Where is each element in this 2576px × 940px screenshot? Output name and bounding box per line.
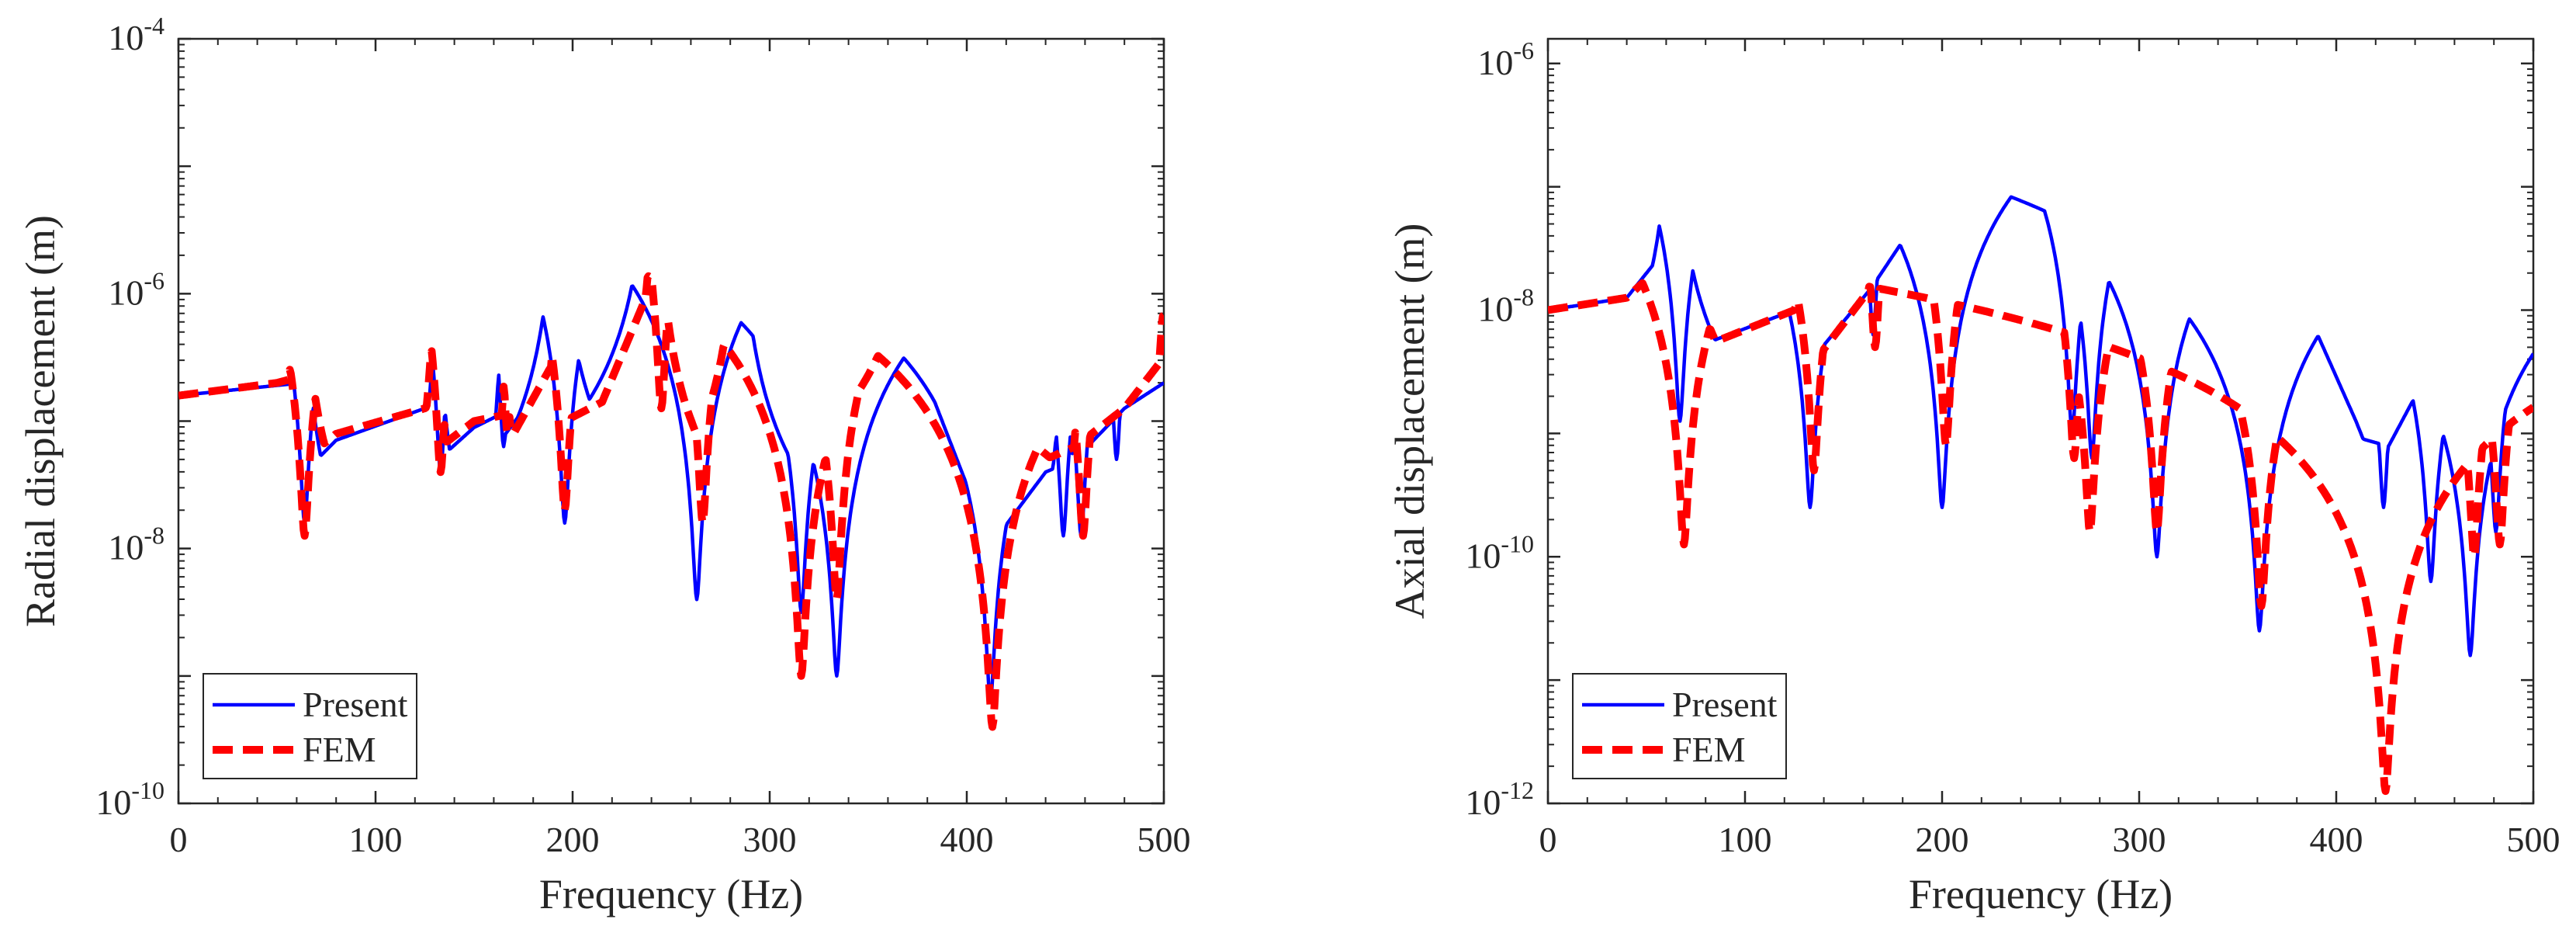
x-tick-label: 0 xyxy=(1539,820,1557,859)
x-tick-label: 300 xyxy=(743,820,797,859)
x-tick-label: 200 xyxy=(1916,820,1969,859)
x-tick-label: 100 xyxy=(1719,820,1772,859)
y-tick-label: 10-8 xyxy=(1477,283,1534,329)
y-tick-label: 10-6 xyxy=(108,266,164,312)
radial-chart: 0 100 200 300 400 500 10-10 10-8 10-6 10-4 Frequen… xyxy=(17,12,1191,917)
y-tick-label: 10-6 xyxy=(1477,36,1534,82)
x-tick-label: 500 xyxy=(1137,820,1191,859)
series-line-present xyxy=(178,284,1164,703)
series-line-fem xyxy=(1548,279,2533,796)
x-tick-label: 200 xyxy=(546,820,600,859)
axial-chart: 0 100 200 300 400 500 10-12 10-10 10-8 10-6 Freque… xyxy=(1387,36,2560,917)
y-tick-label: 10-10 xyxy=(1465,529,1534,575)
x-tick-label: 100 xyxy=(349,820,403,859)
x-axis-label: Frequency (Hz) xyxy=(1909,871,2173,917)
y-axis-label: Radial displacement (m) xyxy=(17,215,64,627)
series-line-fem xyxy=(178,272,1164,731)
x-tick-label: 500 xyxy=(2507,820,2560,859)
legend: Present FEM xyxy=(203,673,417,779)
legend-label-fem: FEM xyxy=(303,730,376,769)
y-tick-label: 10-8 xyxy=(108,522,164,567)
x-tick-label: 400 xyxy=(940,820,994,859)
legend-label-present: Present xyxy=(303,685,408,724)
legend-label-fem: FEM xyxy=(1672,730,1746,769)
y-tick-label: 10-10 xyxy=(95,776,164,822)
x-tick-label: 0 xyxy=(170,820,188,859)
y-tick-label: 10-4 xyxy=(108,12,164,57)
x-tick-label: 300 xyxy=(2113,820,2166,859)
y-axis-label: Axial displacement (m) xyxy=(1387,224,1433,619)
legend-label-present: Present xyxy=(1672,685,1778,724)
x-tick-label: 400 xyxy=(2310,820,2363,859)
y-tick-label: 10-12 xyxy=(1465,776,1534,822)
legend: Present FEM xyxy=(1572,673,1787,779)
x-axis-label: Frequency (Hz) xyxy=(539,871,803,917)
